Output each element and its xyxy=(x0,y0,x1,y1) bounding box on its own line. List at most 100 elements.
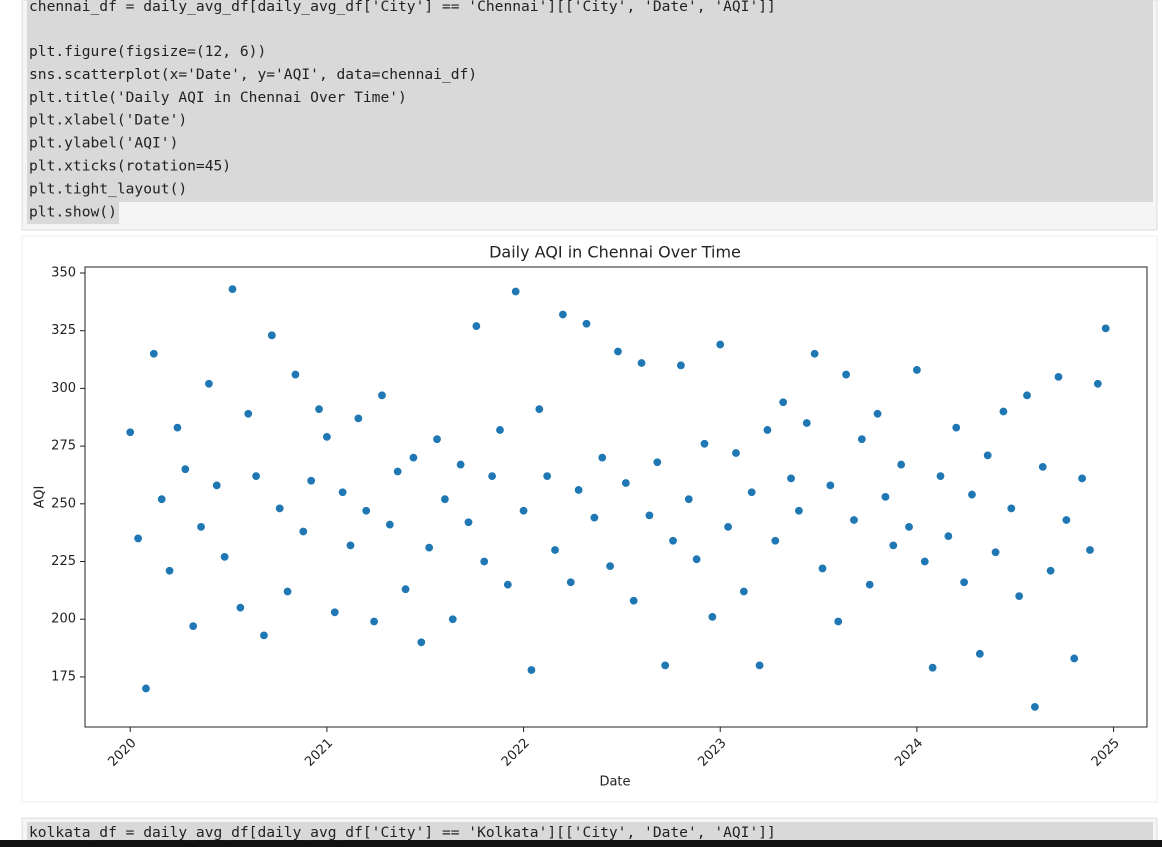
point xyxy=(715,339,725,350)
point xyxy=(998,406,1009,417)
point xyxy=(935,471,946,481)
point xyxy=(589,512,600,523)
selection xyxy=(27,822,1153,842)
y-tick-label: 225 xyxy=(51,554,76,569)
code-line: plt.show() xyxy=(29,203,117,220)
point xyxy=(605,561,615,571)
point xyxy=(597,452,607,463)
point xyxy=(825,480,836,491)
y-tick-label: 300 xyxy=(51,381,76,396)
point xyxy=(652,457,663,467)
point xyxy=(770,536,781,546)
point xyxy=(629,596,639,606)
point xyxy=(424,542,434,553)
point xyxy=(141,683,151,694)
point xyxy=(762,425,773,435)
y-axis-label: AQI xyxy=(33,486,48,509)
point xyxy=(809,349,820,359)
point xyxy=(550,545,560,555)
selection xyxy=(27,202,119,224)
point xyxy=(125,427,135,437)
point xyxy=(684,494,694,504)
point xyxy=(385,519,395,530)
code-line: kolkata_df = daily_avg_df[daily_avg_df['… xyxy=(29,824,776,841)
code-line: plt.title('Daily AQI in Chennai Over Tim… xyxy=(29,89,407,106)
point xyxy=(1093,379,1103,389)
point xyxy=(361,506,371,516)
point xyxy=(990,547,1001,557)
point xyxy=(731,448,741,458)
point xyxy=(455,459,466,470)
point xyxy=(975,649,985,659)
point xyxy=(298,526,309,537)
point xyxy=(487,471,497,481)
point xyxy=(369,616,379,627)
point xyxy=(440,494,450,504)
point xyxy=(235,602,246,613)
point xyxy=(1006,503,1017,514)
point xyxy=(227,284,238,294)
point xyxy=(1022,390,1032,401)
point xyxy=(920,556,930,567)
point xyxy=(1077,473,1087,484)
point xyxy=(219,552,230,562)
point xyxy=(290,369,301,380)
point xyxy=(432,434,442,444)
point xyxy=(1045,566,1056,576)
point xyxy=(723,522,733,532)
point xyxy=(542,471,552,481)
point xyxy=(967,489,977,500)
point xyxy=(888,540,899,551)
point xyxy=(747,487,757,497)
point xyxy=(188,621,198,631)
point xyxy=(841,369,851,380)
point xyxy=(1053,372,1064,382)
point xyxy=(778,397,788,407)
code-line: plt.xlabel('Date') xyxy=(29,112,187,129)
point xyxy=(849,515,859,525)
chart-title: Daily AQI in Chennai Over Time xyxy=(489,243,741,262)
point xyxy=(1030,702,1040,712)
point xyxy=(1069,653,1079,664)
point xyxy=(951,422,961,433)
point xyxy=(212,480,222,491)
point xyxy=(416,637,427,647)
y-tick-label: 275 xyxy=(51,439,76,454)
point xyxy=(754,660,765,671)
point xyxy=(282,586,293,597)
point xyxy=(534,404,545,414)
point xyxy=(393,466,403,477)
point xyxy=(337,487,348,497)
point xyxy=(518,506,529,516)
point xyxy=(927,662,938,673)
y-tick-label: 200 xyxy=(51,612,76,627)
point xyxy=(573,485,584,495)
point xyxy=(817,563,828,574)
point xyxy=(479,556,489,567)
code-line: plt.tight_layout() xyxy=(29,180,187,197)
point xyxy=(581,319,592,329)
point xyxy=(149,349,159,359)
point xyxy=(471,321,482,331)
code-line: chennai_df = daily_avg_df[daily_avg_df['… xyxy=(29,0,776,15)
point xyxy=(699,439,710,449)
point xyxy=(613,346,623,357)
point xyxy=(1085,545,1095,555)
point xyxy=(322,432,332,442)
y-tick-label: 175 xyxy=(51,669,76,684)
point xyxy=(1061,515,1072,525)
point xyxy=(463,517,474,527)
point xyxy=(983,450,993,461)
point xyxy=(330,607,340,617)
point xyxy=(251,471,261,481)
point xyxy=(133,533,143,544)
point xyxy=(880,492,891,502)
point xyxy=(345,540,356,551)
point xyxy=(1100,323,1111,334)
point xyxy=(164,566,175,576)
point xyxy=(558,309,568,320)
point xyxy=(259,630,269,641)
point xyxy=(526,665,537,675)
output-cell xyxy=(21,235,1158,803)
